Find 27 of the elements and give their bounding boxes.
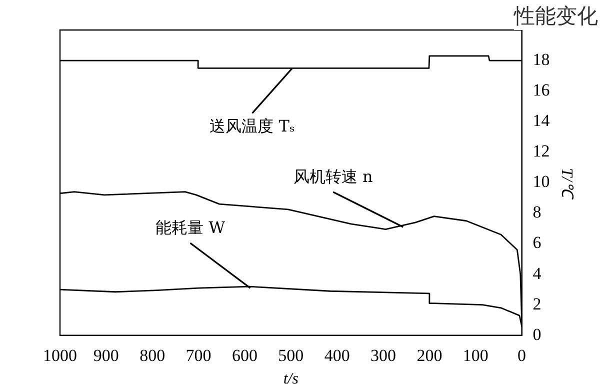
y-tick-label: 16 bbox=[532, 80, 550, 100]
x-tick-label: 800 bbox=[140, 346, 166, 366]
y-tick-label: 4 bbox=[532, 264, 542, 283]
y-tick-label: 2 bbox=[532, 294, 542, 314]
x-tick-label: 200 bbox=[416, 346, 442, 366]
x-tick-label: 1000 bbox=[43, 346, 77, 366]
x-tick-label: 500 bbox=[278, 346, 304, 366]
y-tick-label: 10 bbox=[532, 172, 550, 192]
y-tick-label: 14 bbox=[532, 111, 550, 130]
x-tick-label: 700 bbox=[186, 346, 212, 366]
y-tick-label: 0 bbox=[532, 324, 542, 344]
y-axis-title: T/℃ bbox=[558, 168, 576, 200]
y-tick-label: 18 bbox=[532, 50, 550, 70]
x-tick-label: 100 bbox=[462, 346, 488, 366]
y-tick-label: 8 bbox=[532, 202, 542, 222]
x-tick-label: 600 bbox=[232, 346, 258, 366]
x-tick-label: 900 bbox=[93, 346, 119, 366]
x-tick-label: 0 bbox=[518, 346, 526, 366]
x-tick-label: 400 bbox=[324, 346, 350, 366]
x-axis-title: t/s bbox=[283, 370, 298, 388]
x-tick-label: 300 bbox=[370, 346, 396, 366]
annotation: 送风温度 Tₛ bbox=[210, 116, 295, 136]
chart-title: 性能变化 bbox=[514, 2, 598, 30]
annotation: 能耗量 W bbox=[155, 218, 226, 238]
y-tick-label: 12 bbox=[532, 142, 550, 161]
y-tick-label: 6 bbox=[532, 233, 542, 252]
annotation: 风机转速 n bbox=[293, 167, 373, 186]
